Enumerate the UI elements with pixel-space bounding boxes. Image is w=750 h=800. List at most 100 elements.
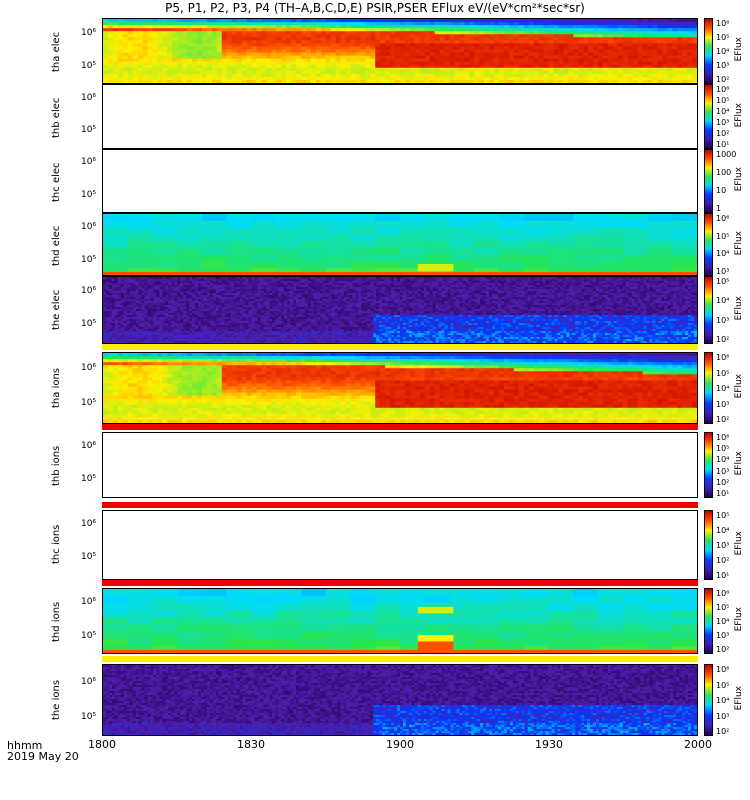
spectrogram-cell xyxy=(218,329,223,332)
spectrogram-cell xyxy=(494,58,500,63)
spectrogram-cell xyxy=(159,339,163,342)
spectrogram-cell xyxy=(281,19,287,23)
spectrogram-cell xyxy=(212,295,217,298)
spectrogram-cell xyxy=(261,55,267,60)
spectrogram-cell xyxy=(687,34,693,38)
spectrogram-cell xyxy=(186,309,190,312)
spectrogram-cell xyxy=(180,317,184,320)
spectrogram-cell xyxy=(202,64,208,69)
spectrogram-cell xyxy=(195,295,199,298)
spectrogram-cell xyxy=(182,52,188,57)
spectrogram-cell xyxy=(135,317,140,320)
spectrogram-cell xyxy=(296,325,300,328)
spectrogram-cell xyxy=(165,319,169,322)
spectrogram-cell xyxy=(251,40,257,44)
spectrogram-cell xyxy=(687,40,693,44)
spectrogram-cell xyxy=(272,311,276,314)
spectrogram-cell xyxy=(607,61,614,66)
spectrogram-cell xyxy=(454,55,460,60)
spectrogram-cell xyxy=(242,329,247,332)
spectrogram-cell xyxy=(593,19,599,23)
spectrogram-cell xyxy=(105,287,110,290)
spectrogram-cell xyxy=(117,34,124,38)
spectrogram-cell xyxy=(602,40,609,44)
spectrogram-cell xyxy=(380,40,386,44)
spectrogram-cell xyxy=(301,281,306,284)
spectrogram-cell xyxy=(281,291,285,294)
spectrogram-cell xyxy=(150,293,154,296)
spectrogram-cell xyxy=(251,283,255,286)
spectrogram-cell xyxy=(135,311,140,314)
spectrogram-cell xyxy=(370,37,376,41)
spectrogram-cell xyxy=(257,323,261,326)
spectrogram-cell xyxy=(189,303,193,306)
spectrogram-cell xyxy=(206,79,213,83)
spectrogram-cell xyxy=(612,58,619,63)
spectrogram-cell xyxy=(171,287,175,290)
spectrogram-cell xyxy=(215,341,220,343)
spectrogram-cell xyxy=(523,61,530,66)
spectrogram-cell xyxy=(132,341,137,343)
spectrogram-cell xyxy=(607,73,614,78)
spectrogram-cell xyxy=(248,335,252,338)
spectrogram-cell xyxy=(167,76,173,81)
spectrogram-cell xyxy=(212,305,217,308)
spectrogram-cell xyxy=(114,307,119,310)
spectrogram-cell xyxy=(236,303,241,306)
spectrogram-cell xyxy=(224,311,229,314)
spectrogram-cell xyxy=(117,307,122,310)
spectrogram-cell xyxy=(301,28,307,32)
spectrogram-cell xyxy=(242,295,247,298)
spectrogram-cell xyxy=(192,311,196,314)
spectrogram-cell xyxy=(419,61,426,66)
spectrogram-cell xyxy=(513,70,520,75)
spectrogram-cell xyxy=(284,295,288,298)
spectrogram-cell xyxy=(499,46,505,50)
spectrogram-cell xyxy=(236,277,241,280)
spectrogram-cell xyxy=(281,315,285,318)
spectrogram-cell xyxy=(622,46,629,50)
spectrogram-cell xyxy=(111,331,116,334)
spectrogram-cell xyxy=(687,43,693,47)
spectrogram-cell xyxy=(111,339,116,342)
spectrogram-cell xyxy=(241,73,248,78)
spectrogram-cell xyxy=(548,40,554,44)
spectrogram-cell xyxy=(103,58,109,63)
spectrogram-cell xyxy=(195,285,199,288)
spectrogram-cell xyxy=(162,61,168,66)
spectrogram-cell xyxy=(182,79,188,83)
spectrogram-cell xyxy=(192,43,198,47)
spectrogram-cell xyxy=(469,43,475,47)
spectrogram-cell xyxy=(203,329,208,332)
spectrogram-cell xyxy=(266,25,272,29)
spectrogram-cell xyxy=(682,67,688,72)
spectrogram-cell xyxy=(189,295,193,298)
spectrogram-cell xyxy=(192,321,196,324)
spectrogram-cell xyxy=(246,28,252,32)
spectrogram-cell xyxy=(206,283,211,286)
spectrogram-cell xyxy=(293,323,297,326)
spectrogram-cell xyxy=(503,25,510,29)
spectrogram-cell xyxy=(138,279,143,282)
spectrogram-cell xyxy=(281,49,287,54)
spectrogram-cell xyxy=(548,58,554,63)
spectrogram-cell xyxy=(172,67,178,72)
spectrogram-cell xyxy=(150,331,154,334)
spectrogram-cell xyxy=(281,281,285,284)
spectrogram-cell xyxy=(211,31,218,35)
spectrogram-cell xyxy=(251,76,257,81)
spectrogram-cell xyxy=(439,37,446,41)
spectrogram-cell xyxy=(360,49,366,54)
spectrogram-cell xyxy=(573,76,579,81)
spectrogram-cell xyxy=(528,19,535,23)
spectrogram-cell xyxy=(103,247,129,256)
spectrogram-cell xyxy=(263,301,267,304)
spectrogram-cell xyxy=(330,61,337,66)
spectrogram-cell xyxy=(299,297,303,300)
spectrogram-cell xyxy=(108,297,113,300)
spectrogram-cell xyxy=(276,234,302,242)
spectrogram-cell xyxy=(192,289,196,292)
spectrogram-cell xyxy=(553,37,559,41)
spectrogram-cell xyxy=(409,25,416,29)
spectrogram-cell xyxy=(350,241,376,249)
